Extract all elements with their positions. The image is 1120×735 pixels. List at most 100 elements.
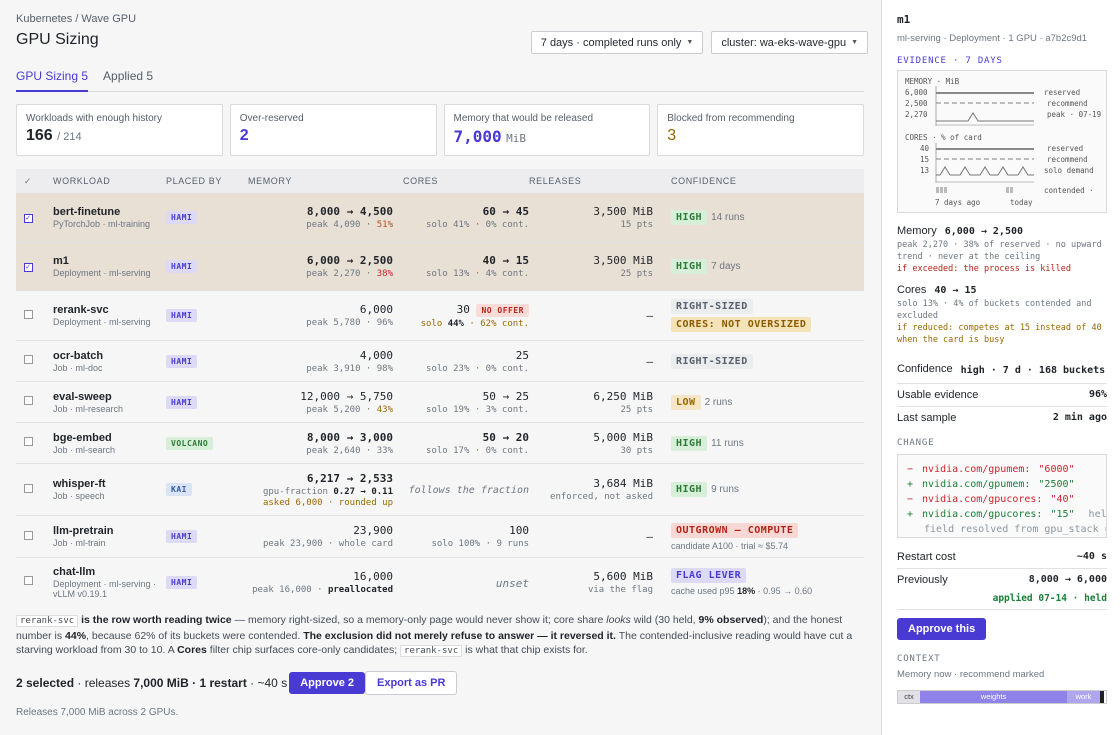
- card-over-reserved[interactable]: Over-reserved 2: [229, 104, 437, 156]
- range-dropdown[interactable]: 7 days · completed runs only ▼: [530, 31, 704, 54]
- row-checkbox[interactable]: [23, 576, 33, 585]
- legend-peak: peak · 07-19: [1047, 110, 1101, 119]
- header-cores[interactable]: Cores: [403, 176, 439, 186]
- diff-line: − nvidia.com/gpucores: "40": [907, 492, 1106, 507]
- row-checkbox[interactable]: [23, 530, 33, 540]
- export-pr-button[interactable]: Export as PR: [365, 670, 458, 695]
- workload-name[interactable]: bge-embed: [53, 431, 112, 444]
- row-checkbox[interactable]: [23, 396, 33, 405]
- memory-change: 6,000 → 2,500: [306, 254, 393, 267]
- table-row[interactable]: ocr-batch Job · ml-doc HAMI 4,000 peak 3,9…: [16, 341, 864, 382]
- table-row[interactable]: bge-embed Job · ml-search VOLCANO 8,000 →…: [16, 423, 864, 464]
- header-workload[interactable]: Workload: [53, 176, 111, 186]
- row-checkbox[interactable]: [23, 437, 33, 446]
- diff-line: − nvidia.com/gpumem: "6000": [907, 462, 1106, 477]
- card-history: Workloads with enough history 166 / 214: [16, 104, 223, 156]
- cache-label: cache used p95: [671, 586, 735, 596]
- cores-change: 40 → 15: [482, 254, 529, 267]
- approve-button[interactable]: Approve 2: [289, 671, 365, 694]
- x-label-end: today: [1010, 198, 1033, 207]
- header-memory[interactable]: Memory: [248, 176, 292, 186]
- header-releases[interactable]: Releases: [529, 176, 582, 186]
- memory-peak: peak 2,270: [306, 269, 361, 279]
- diff-key: nvidia.com/gpucores:: [922, 509, 1043, 520]
- solo-demand-line: [936, 166, 1034, 176]
- confidence-label: Confidence: [897, 363, 953, 375]
- workload-name[interactable]: llm-pretrain: [53, 525, 114, 537]
- cores-follows-fraction: follows the fraction: [408, 485, 529, 496]
- memory-change: 8,000 → 4,500: [306, 205, 393, 218]
- table-header: ✓ Workload Placed by Memory Cores Releas…: [16, 169, 864, 193]
- cores-change: 40 → 15: [934, 285, 977, 296]
- card-label: Over-reserved: [239, 113, 304, 124]
- row-checkbox[interactable]: ✓: [23, 263, 33, 272]
- card-sub: MiB: [506, 132, 526, 145]
- range-dropdown-label: 7 days · completed runs only: [540, 36, 682, 49]
- context-heading: CONTEXT: [897, 654, 941, 664]
- card-blocked[interactable]: Blocked from recommending 3: [657, 104, 864, 156]
- memory-change: 12,000 → 5,750: [300, 389, 393, 403]
- table-row[interactable]: eval-sweep Job · ml-research HAMI 12,000 …: [16, 382, 864, 423]
- card-value: 3: [667, 127, 677, 144]
- row-checkbox[interactable]: [23, 355, 33, 364]
- placed-badge: HAMI: [166, 395, 198, 409]
- diff-value: "40": [1050, 494, 1075, 505]
- memory-value: 4,000: [359, 348, 393, 362]
- confidence-badge: HIGH: [671, 435, 708, 451]
- cores-not-oversized-badge: CORES: NOT OVERSIZED: [671, 317, 812, 332]
- confidence-badge: HIGH: [671, 482, 708, 497]
- placed-badge: HAMI: [166, 354, 198, 368]
- previously-label: Previously: [897, 574, 948, 586]
- confidence-badge: OUTGROWN — COMPUTE: [671, 522, 799, 538]
- header-confidence[interactable]: Confidence: [671, 176, 737, 186]
- table-row[interactable]: ✓ bert-finetune PyTorchJob · ml-training …: [16, 193, 864, 243]
- legend-reserved: reserved: [1047, 144, 1083, 153]
- row-checkbox[interactable]: [23, 309, 33, 319]
- workload-name[interactable]: chat-llm: [53, 565, 96, 578]
- selection-bar: 2 selected · releases 7,000 MiB · 1 rest…: [16, 670, 864, 695]
- workload-table: ✓ Workload Placed by Memory Cores Releas…: [16, 169, 864, 606]
- workload-name[interactable]: m1: [53, 255, 69, 267]
- table-row[interactable]: rerank-svc Deployment · ml-serving HAMI 6…: [16, 291, 864, 341]
- diff-sign: +: [907, 509, 914, 520]
- workload-name[interactable]: whisper-ft: [53, 478, 106, 490]
- tab-applied[interactable]: Applied 5: [103, 69, 154, 83]
- card-label: Workloads with enough history: [26, 113, 162, 124]
- row-checkbox[interactable]: ✓: [23, 214, 33, 223]
- workload-name[interactable]: ocr-batch: [53, 349, 104, 362]
- memory-value: 16,000: [353, 569, 393, 583]
- previously-status: applied 07-14 · held: [992, 593, 1107, 604]
- cores-contended: · 62% cont.: [469, 318, 529, 329]
- tab-gpu-sizing[interactable]: GPU Sizing 5: [16, 69, 89, 92]
- memory-tick: 6,000: [905, 88, 928, 97]
- workload-name[interactable]: eval-sweep: [53, 390, 112, 403]
- workload-name[interactable]: bert-finetune: [53, 206, 121, 218]
- header-check[interactable]: ✓: [23, 175, 33, 186]
- confidence-badge: RIGHT-SIZED: [671, 353, 753, 369]
- approve-this-button[interactable]: Approve this: [897, 618, 987, 640]
- breadcrumb[interactable]: Kubernetes / Wave GPU: [16, 13, 137, 25]
- selected-count: 2 selected: [16, 675, 75, 690]
- header-placed-by[interactable]: Placed by: [166, 176, 222, 186]
- cores-label: Cores: [897, 284, 927, 296]
- memory-change: 8,000 → 3,000: [306, 430, 393, 444]
- cores-change: 50 → 20: [482, 430, 529, 444]
- release-detail: 25 pts: [620, 269, 653, 279]
- note-text: looks: [606, 614, 631, 626]
- cluster-dropdown[interactable]: cluster: wa-eks-wave-gpu ▼: [711, 31, 868, 54]
- memory-peak: peak 5,780 · 96%: [306, 318, 393, 328]
- confidence-note: 14 runs: [711, 212, 745, 223]
- diff-sign: −: [907, 494, 914, 505]
- workload-name[interactable]: rerank-svc: [53, 304, 109, 316]
- cache-pct: 18%: [737, 586, 756, 596]
- row-checkbox[interactable]: [23, 483, 33, 493]
- table-row[interactable]: chat-llm Deployment · ml-serving · vLLM v…: [16, 558, 864, 606]
- kv-key: Usable evidence: [897, 389, 979, 401]
- table-row[interactable]: llm-pretrain Job · ml-train HAMI 23,900 pe…: [16, 516, 864, 558]
- gpu-fraction-label: gpu-fraction: [262, 486, 328, 497]
- placed-badge: KAI: [166, 483, 192, 496]
- diff-sign: −: [907, 464, 914, 475]
- table-row[interactable]: whisper-ft Job · speech KAI 6,217 → 2,533…: [16, 464, 864, 516]
- diff-line: + nvidia.com/gpumem: "2500": [907, 477, 1106, 492]
- table-row[interactable]: ✓ m1 Deployment · ml-serving HAMI 6,000 →…: [16, 243, 864, 291]
